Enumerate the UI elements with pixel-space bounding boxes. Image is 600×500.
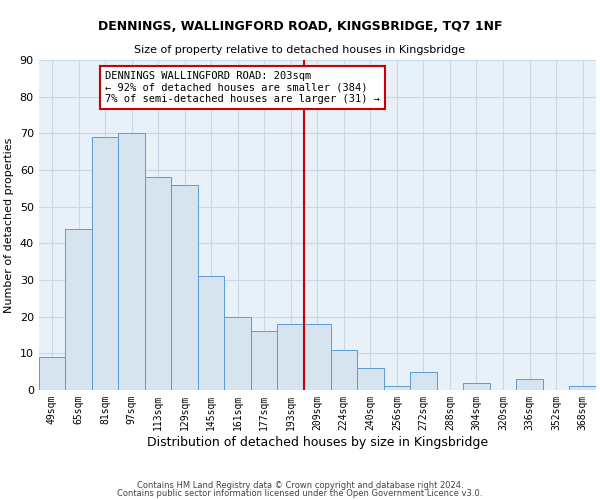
Bar [172, 184, 198, 390]
Bar [251, 332, 277, 390]
Bar [463, 382, 490, 390]
Bar [331, 350, 357, 390]
Bar [516, 379, 543, 390]
Bar [65, 228, 92, 390]
Bar [224, 316, 251, 390]
Bar [304, 324, 331, 390]
Text: Size of property relative to detached houses in Kingsbridge: Size of property relative to detached ho… [134, 45, 466, 55]
Bar [357, 368, 383, 390]
Bar [92, 137, 118, 390]
Bar [383, 386, 410, 390]
Text: Contains HM Land Registry data © Crown copyright and database right 2024.: Contains HM Land Registry data © Crown c… [137, 481, 463, 490]
Text: Contains public sector information licensed under the Open Government Licence v3: Contains public sector information licen… [118, 488, 482, 498]
Text: DENNINGS WALLINGFORD ROAD: 203sqm
← 92% of detached houses are smaller (384)
7% : DENNINGS WALLINGFORD ROAD: 203sqm ← 92% … [105, 71, 380, 104]
Bar [145, 178, 172, 390]
Bar [39, 357, 65, 390]
Bar [198, 276, 224, 390]
Bar [410, 372, 437, 390]
Bar [277, 324, 304, 390]
X-axis label: Distribution of detached houses by size in Kingsbridge: Distribution of detached houses by size … [147, 436, 488, 448]
Text: DENNINGS, WALLINGFORD ROAD, KINGSBRIDGE, TQ7 1NF: DENNINGS, WALLINGFORD ROAD, KINGSBRIDGE,… [98, 20, 502, 33]
Bar [569, 386, 596, 390]
Y-axis label: Number of detached properties: Number of detached properties [4, 138, 14, 312]
Bar [118, 134, 145, 390]
